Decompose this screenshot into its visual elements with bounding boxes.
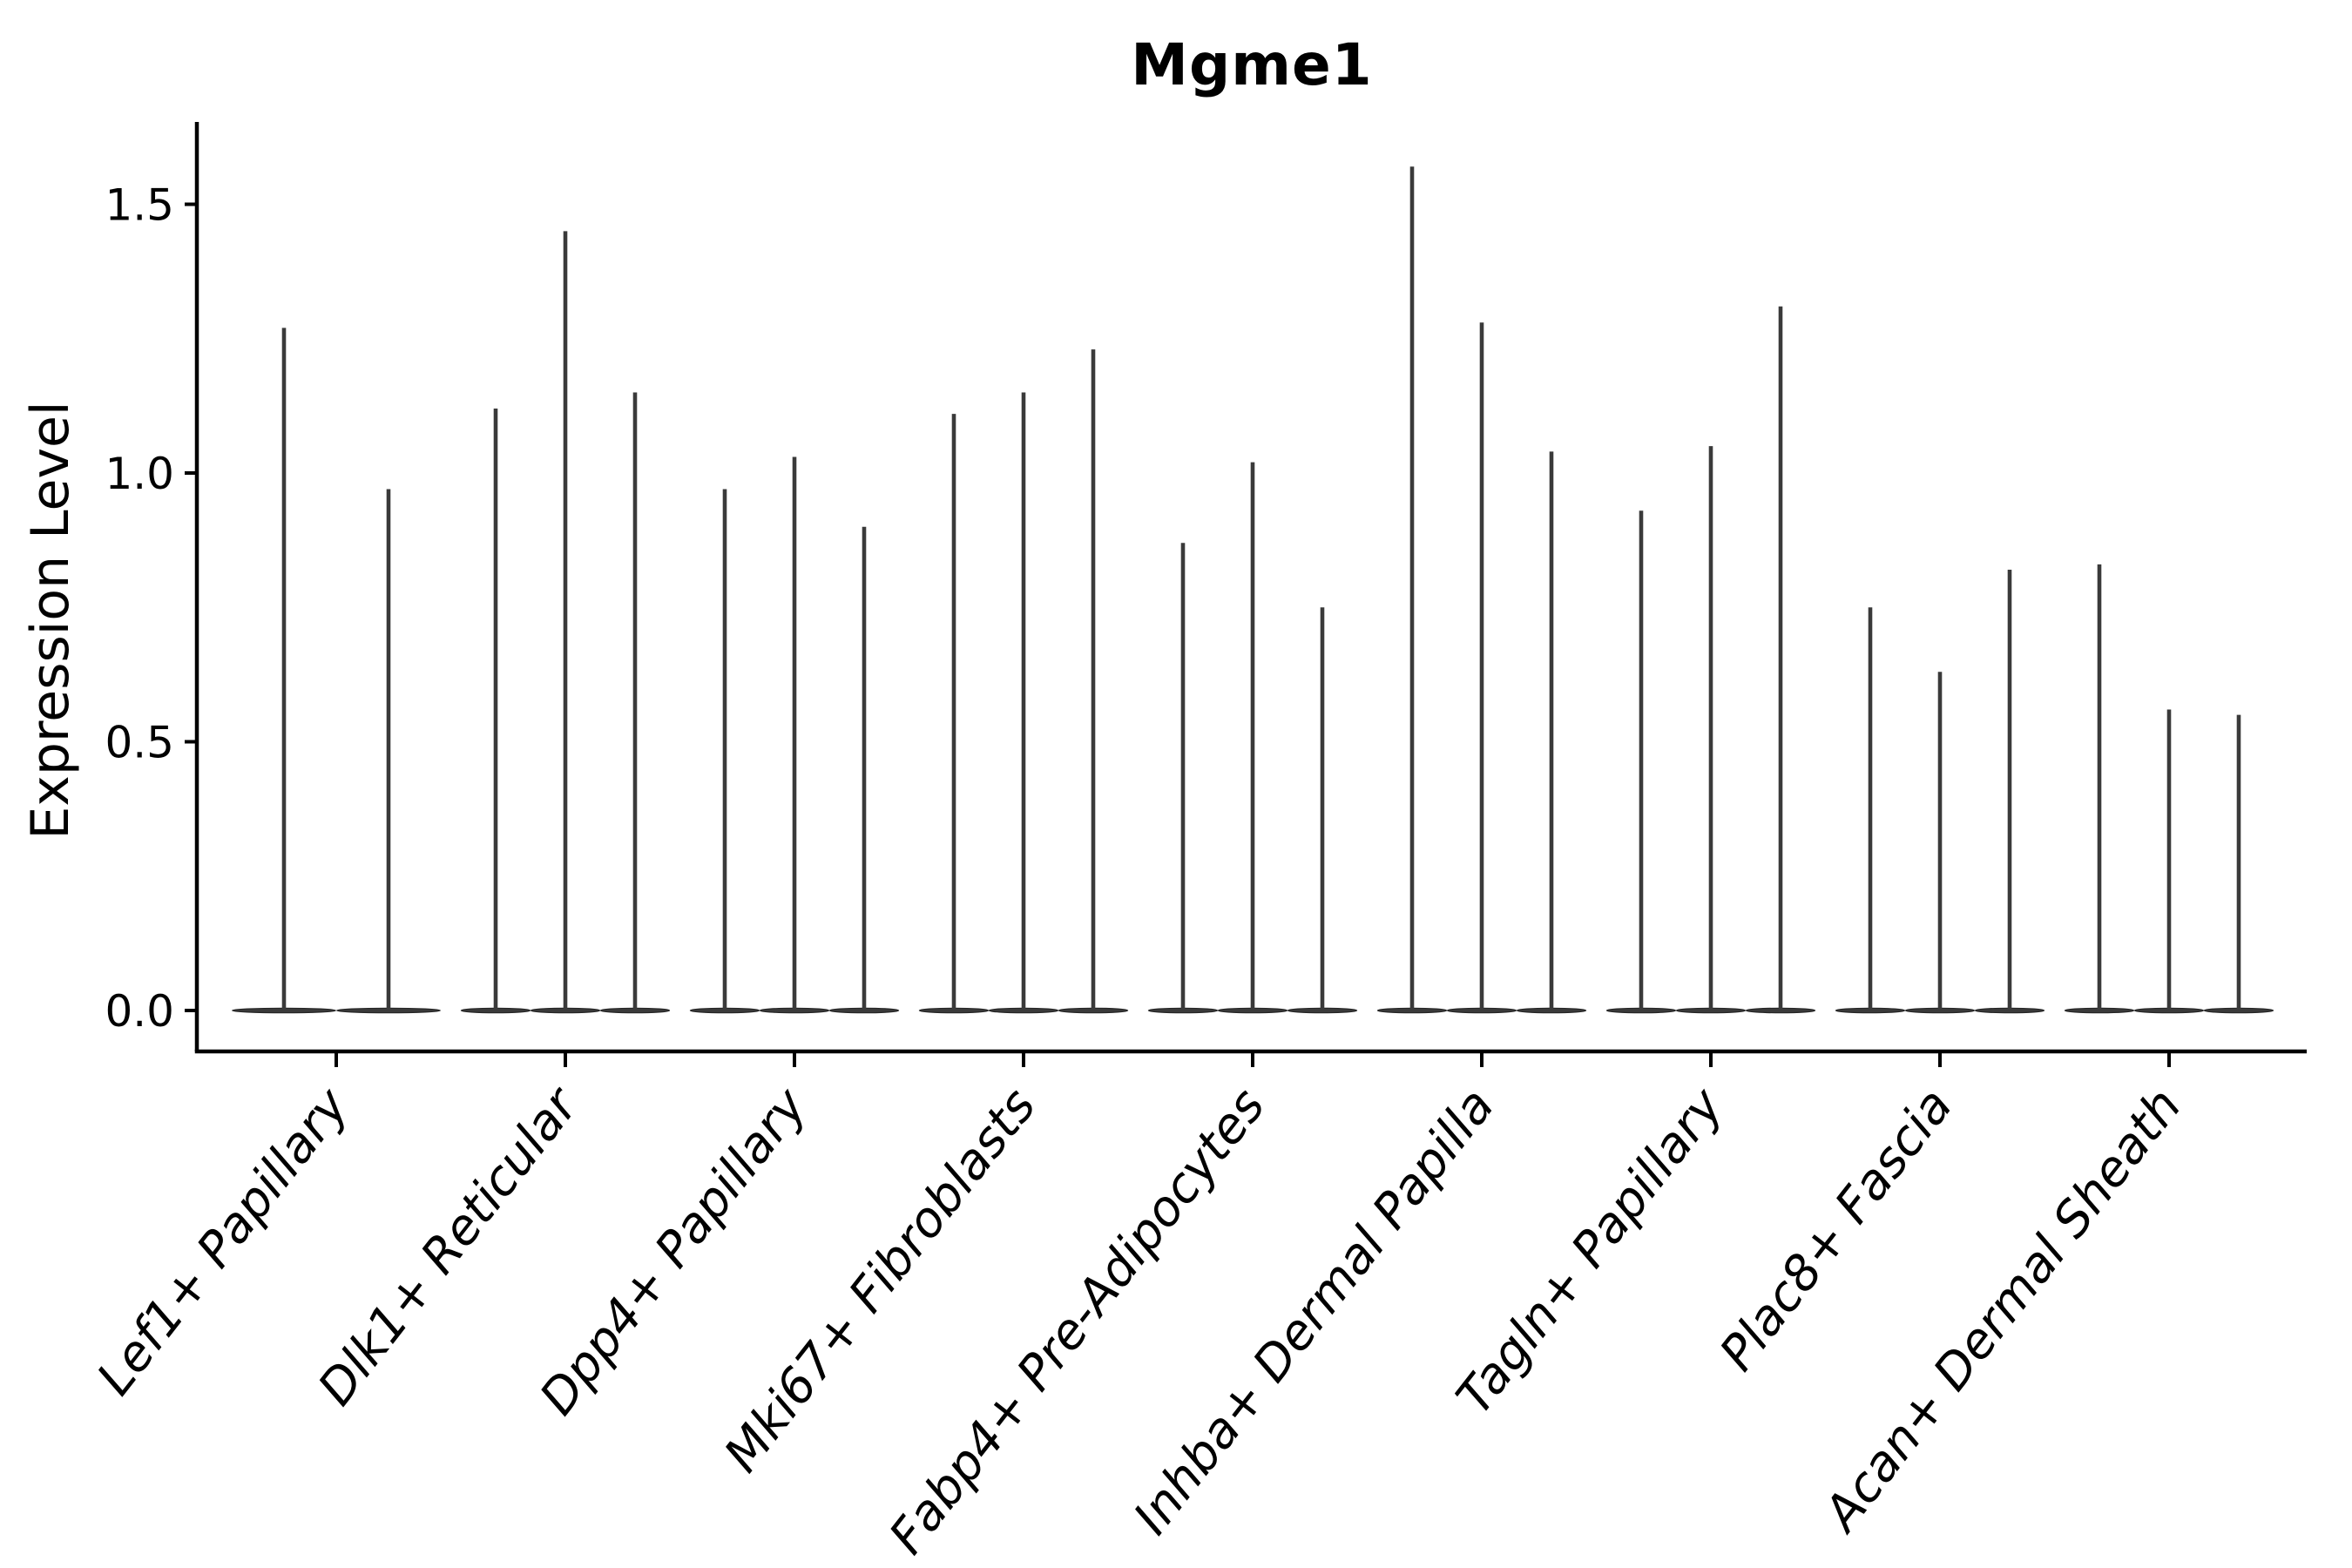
x-tick-label: Lef1+ Papillary [86,1078,360,1406]
y-tick-label: 1.0 [105,449,174,499]
y-tick-label: 0.0 [105,986,174,1037]
x-tick-label: Fabp4+ Pre-Adipocytes [879,1078,1276,1565]
y-tick-label: 0.5 [105,718,174,768]
x-tick-label: Dlk1+ Reticular [308,1076,591,1416]
y-axis-label: Expression Level [20,401,81,840]
y-tick-label: 1.5 [105,180,174,231]
x-tick-label: Plac8+ Fascia [1709,1078,1963,1382]
chart-title: Mgme1 [1131,31,1373,98]
